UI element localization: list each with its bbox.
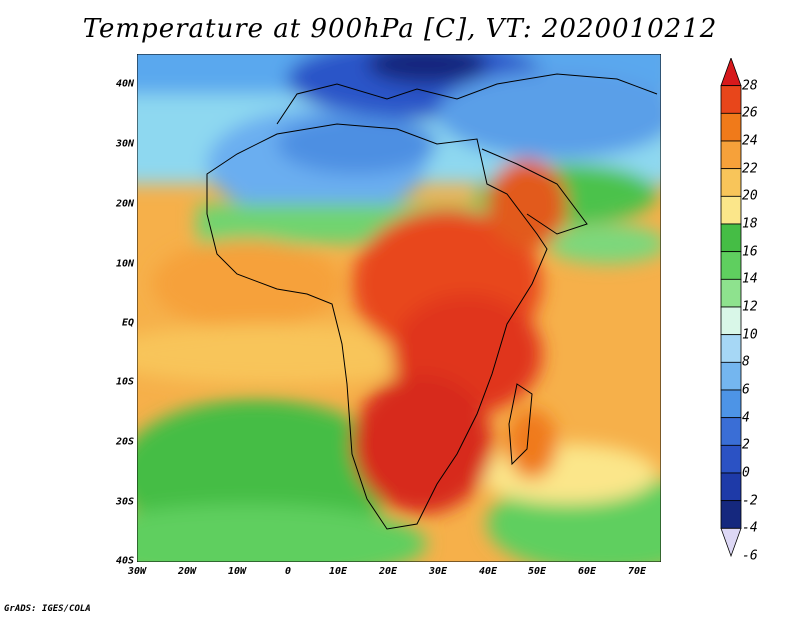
colorbar-segment [720,195,742,225]
y-tick-10n: 10N [115,258,134,270]
map-title: Temperature at 900hPa [C], VT: 202001021… [82,14,718,44]
colorbar-segment [720,251,742,280]
colorbar-label: 0 [742,465,750,481]
colorbar-label: 22 [742,161,758,177]
x-tick-60e: 60E [577,566,597,577]
footer-credit: GrADS: IGES/COLA [4,604,91,614]
colorbar-segment [720,306,742,336]
y-tick-20n: 20N [115,198,134,210]
colorbar-label: 10 [742,327,758,343]
colorbar-label: 18 [742,216,758,232]
x-tick-70e: 70E [627,566,647,577]
colorbar-label: 14 [742,271,758,287]
y-tick-30n: 30N [115,138,134,150]
colorbar-label: -6 [742,548,758,564]
y-tick-40s: 40S [115,555,134,567]
colorbar-label: -4 [742,520,758,536]
y-tick-40n: 40N [115,78,134,90]
y-tick-eq: EQ [121,317,134,329]
colorbar-segment [720,444,742,474]
colorbar-segment [720,361,742,391]
colorbar-segment [720,168,742,197]
x-tick-10e: 10E [328,566,348,577]
colorbar-segment [720,527,742,558]
colorbar-label: 12 [742,299,758,315]
y-tick-20s: 20S [115,436,134,448]
x-tick-20w: 20W [177,566,197,577]
colorbar-label: 8 [742,354,750,370]
colorbar-label: 20 [742,188,758,204]
x-tick-50e: 50E [527,566,547,577]
colorbar-label: 2 [742,437,750,453]
colorbar-segment [720,472,742,502]
colorbar-label: 24 [742,133,758,149]
colorbar-label: 26 [742,105,758,121]
x-tick-30e: 30E [428,566,448,577]
y-tick-10s: 10S [115,376,134,388]
colorbar-label: 4 [742,410,750,426]
colorbar-label: 16 [742,244,758,260]
colorbar [720,58,742,558]
colorbar-segment [720,223,742,253]
x-tick-40e: 40E [478,566,498,577]
x-tick-20e: 20E [378,566,398,577]
colorbar-segment [720,417,742,446]
temperature-field [136,53,662,563]
colorbar-segment [720,112,742,142]
colorbar-segment [720,85,742,114]
x-tick-0: 0 [284,566,292,577]
colorbar-segment [720,334,742,363]
colorbar-label: -2 [742,493,758,509]
colorbar-label: 28 [742,78,758,94]
map-area [136,53,662,563]
y-tick-30s: 30S [115,496,134,508]
colorbar-label: 6 [742,382,750,398]
colorbar-segment [720,500,742,529]
colorbar-segment [720,140,742,170]
colorbar-segment [720,278,742,308]
colorbar-segment [720,58,742,87]
x-tick-30w: 30W [127,566,147,577]
x-tick-10w: 10W [227,566,247,577]
coastlines [206,73,658,530]
colorbar-segment [720,389,742,419]
